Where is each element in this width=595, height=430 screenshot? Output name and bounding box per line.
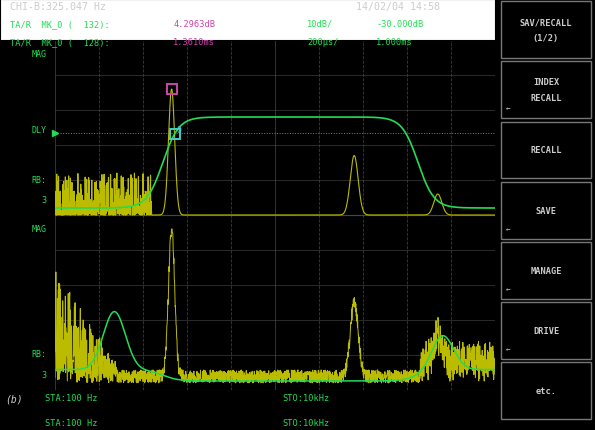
FancyBboxPatch shape [501, 303, 591, 359]
FancyBboxPatch shape [501, 122, 591, 179]
Text: ←: ← [506, 344, 511, 353]
Text: 3: 3 [42, 370, 47, 379]
Text: (1/2): (1/2) [533, 34, 559, 43]
Text: ←: ← [506, 284, 511, 293]
FancyBboxPatch shape [501, 243, 591, 299]
Text: MAG: MAG [32, 49, 47, 58]
Text: SAVE: SAVE [536, 206, 556, 215]
Text: RB:: RB: [32, 349, 47, 358]
Text: 200μs/: 200μs/ [307, 38, 339, 46]
Text: STA:100 Hz: STA:100 Hz [45, 418, 97, 427]
Text: 4.2963dB: 4.2963dB [173, 20, 215, 29]
FancyBboxPatch shape [501, 2, 591, 59]
Text: CHI-B:325.047 Hz: CHI-B:325.047 Hz [10, 2, 106, 12]
Text: 1.3610ms: 1.3610ms [173, 38, 215, 46]
FancyBboxPatch shape [501, 182, 591, 239]
Text: DLY: DLY [32, 126, 47, 135]
Text: TA/R  MK_0 (  132):: TA/R MK_0 ( 132): [10, 20, 109, 29]
Text: etc.: etc. [536, 387, 556, 396]
Text: 1.000ms: 1.000ms [376, 38, 413, 46]
Text: SAV/RECALL: SAV/RECALL [520, 18, 572, 27]
Text: ←: ← [506, 104, 511, 113]
Text: -30.000dB: -30.000dB [376, 20, 424, 29]
Text: MANAGE: MANAGE [530, 266, 562, 275]
Text: STO:10kHz: STO:10kHz [282, 393, 330, 402]
Text: STO:10kHz: STO:10kHz [282, 418, 330, 427]
FancyBboxPatch shape [501, 362, 591, 419]
Text: 14/02/04 14:58: 14/02/04 14:58 [356, 2, 440, 12]
Text: 10dB/: 10dB/ [307, 20, 333, 29]
Text: RB:: RB: [32, 176, 47, 185]
Text: STA:100 Hz: STA:100 Hz [45, 393, 97, 402]
Text: RECALL: RECALL [530, 146, 562, 155]
Text: RECALL: RECALL [530, 94, 562, 103]
FancyBboxPatch shape [501, 62, 591, 119]
Text: DRIVE: DRIVE [533, 326, 559, 335]
Text: TA/R  MK_0 (  128):: TA/R MK_0 ( 128): [10, 38, 109, 46]
Text: 0: 0 [177, 126, 181, 135]
Text: (b): (b) [5, 393, 23, 403]
Text: INDEX: INDEX [533, 78, 559, 87]
Text: ←: ← [506, 224, 511, 233]
Text: 3: 3 [42, 195, 47, 204]
Text: MAG: MAG [32, 224, 47, 233]
